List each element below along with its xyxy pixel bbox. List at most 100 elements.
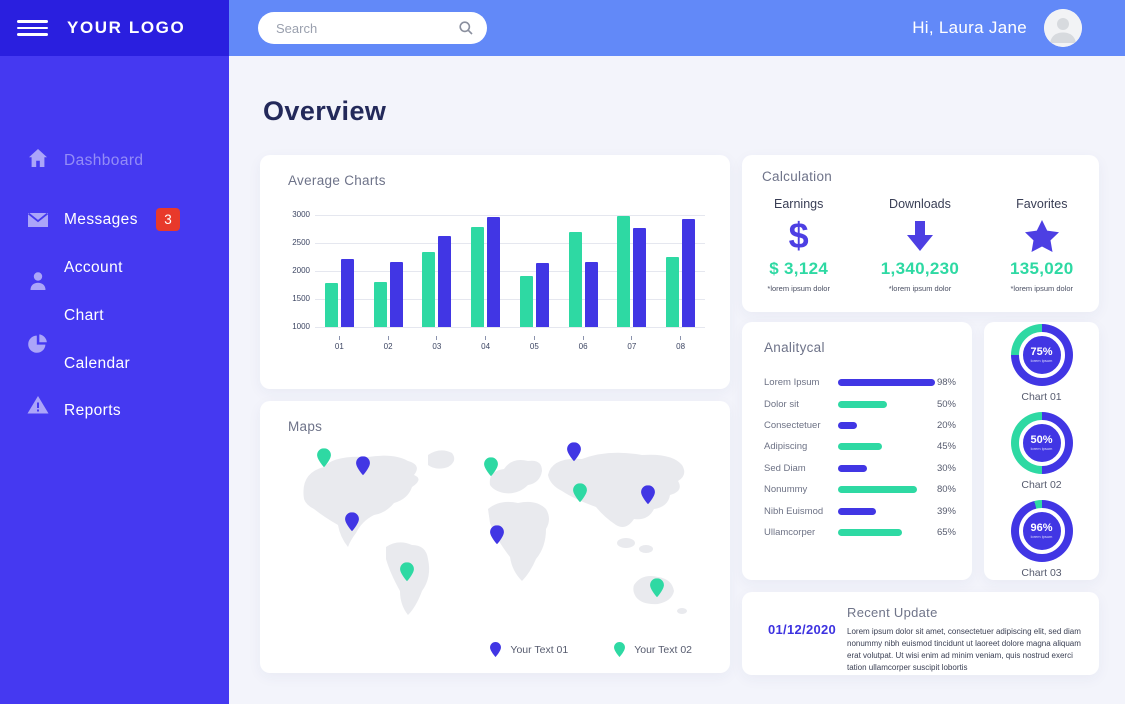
warning-icon[interactable] bbox=[26, 393, 50, 417]
sidebar-item-account[interactable]: Account bbox=[64, 259, 123, 276]
map-pin-blue[interactable] bbox=[344, 512, 359, 532]
map-pin-blue[interactable] bbox=[641, 485, 655, 505]
x-axis-tick bbox=[631, 336, 633, 340]
bar-series-02[interactable] bbox=[389, 261, 403, 327]
pie-chart-icon[interactable] bbox=[26, 331, 50, 355]
donut-charts-card: 75% lorem ipsum Chart 01 50% lorem ipsum Char… bbox=[984, 322, 1099, 580]
analit-value: 65% bbox=[936, 526, 956, 538]
bar-group: 05 bbox=[519, 215, 549, 355]
metric-downloads: Downloads 1,340,230 *lorem ipsum dolor bbox=[880, 197, 960, 293]
gridline bbox=[315, 271, 705, 272]
sidebar-item-dashboard[interactable]: Dashboard bbox=[64, 152, 144, 169]
map-pin-green[interactable] bbox=[572, 483, 587, 503]
bar-series-02[interactable] bbox=[584, 261, 598, 327]
app-logo: YOUR LOGO bbox=[67, 18, 186, 37]
analit-bar[interactable] bbox=[837, 528, 903, 536]
map-pin-green[interactable] bbox=[399, 562, 414, 582]
bar-series-01[interactable] bbox=[373, 281, 387, 327]
hamburger-menu-icon[interactable] bbox=[17, 16, 48, 40]
legend-item-1: Your Text 01 bbox=[490, 642, 568, 657]
x-axis-tick-label: 01 bbox=[334, 342, 344, 351]
x-axis-tick bbox=[338, 336, 340, 340]
bar-series-01[interactable] bbox=[422, 252, 436, 327]
analitycal-title: Analitycal bbox=[764, 340, 825, 355]
calculation-title: Calculation bbox=[762, 169, 833, 184]
analit-bar[interactable] bbox=[837, 464, 868, 472]
green-pin-icon bbox=[614, 642, 626, 657]
recent-update-title: Recent Update bbox=[847, 605, 938, 620]
y-axis-tick-label: 1000 bbox=[292, 322, 310, 331]
analit-row: Nonummy 80% bbox=[764, 479, 956, 500]
analit-bar[interactable] bbox=[837, 507, 877, 515]
donut-subtext: lorem ipsum bbox=[1030, 358, 1053, 363]
legend-item-2: Your Text 02 bbox=[614, 642, 692, 657]
donut-label: Chart 02 bbox=[1021, 478, 1062, 491]
bar-chart: 01 02 03 04 05 06 07 08 3000 2500 2000 1500 1000 bbox=[292, 210, 705, 355]
donut-chart[interactable]: 75% lorem ipsum Chart 01 bbox=[1010, 323, 1073, 403]
bar-series-01[interactable] bbox=[568, 231, 582, 327]
gridline bbox=[315, 215, 705, 216]
analit-row: Nibh Euismod 39% bbox=[764, 500, 956, 521]
map-pin-blue[interactable] bbox=[567, 442, 582, 462]
world-map bbox=[290, 442, 700, 622]
map-pin-blue[interactable] bbox=[490, 525, 504, 545]
x-axis-tick-label: 04 bbox=[481, 342, 491, 351]
home-icon[interactable] bbox=[26, 146, 50, 170]
metric-earnings: Earnings $ $ 3,124 *lorem ipsum dolor bbox=[767, 197, 830, 293]
bar-group: 06 bbox=[568, 215, 598, 355]
bar-group: 01 bbox=[324, 215, 354, 355]
map-pin-green[interactable] bbox=[483, 457, 498, 477]
dollar-icon: $ bbox=[788, 215, 809, 256]
search-input[interactable] bbox=[258, 12, 487, 44]
analit-bar[interactable] bbox=[837, 421, 858, 429]
bar-series-02[interactable] bbox=[340, 258, 354, 327]
sidebar-item-messages[interactable]: Messages bbox=[64, 211, 138, 228]
bar-group: 04 bbox=[471, 215, 501, 355]
map-pin-green[interactable] bbox=[650, 578, 664, 598]
bar-series-02[interactable] bbox=[682, 218, 696, 327]
analit-row: Consectetuer 20% bbox=[764, 415, 956, 436]
donut-ring: 96% lorem ipsum bbox=[1010, 499, 1073, 562]
bar-series-01[interactable] bbox=[471, 227, 485, 327]
analit-bar[interactable] bbox=[837, 486, 918, 494]
analit-bar[interactable] bbox=[837, 443, 883, 451]
sidebar-item-calendar[interactable]: Calendar bbox=[64, 355, 131, 372]
recent-update-body: Lorem ipsum dolor sit amet, consectetuer… bbox=[847, 627, 1081, 672]
analit-value: 30% bbox=[936, 462, 956, 474]
analit-bar[interactable] bbox=[837, 379, 935, 387]
bar-group: 02 bbox=[373, 215, 403, 355]
bar-series-01[interactable] bbox=[617, 215, 631, 327]
analit-bar[interactable] bbox=[837, 400, 888, 408]
avatar[interactable] bbox=[1044, 9, 1082, 47]
x-axis-tick bbox=[387, 336, 389, 340]
map-pin-green[interactable] bbox=[317, 448, 331, 468]
bar-series-02[interactable] bbox=[487, 217, 501, 327]
x-axis-tick bbox=[582, 336, 584, 340]
bar-group: 07 bbox=[617, 215, 647, 355]
analit-row: Sed Diam 30% bbox=[764, 458, 956, 479]
bar-series-01[interactable] bbox=[324, 283, 338, 327]
x-axis-tick-label: 07 bbox=[627, 342, 637, 351]
bar-series-01[interactable] bbox=[666, 257, 680, 327]
analit-row: Adipiscing 45% bbox=[764, 436, 956, 457]
bar-series-02[interactable] bbox=[633, 227, 647, 327]
metric-favorites: Favorites 135,020 *lorem ipsum dolor bbox=[1009, 197, 1074, 293]
analit-value: 39% bbox=[936, 505, 956, 517]
map-pin-blue[interactable] bbox=[356, 456, 370, 476]
search-icon[interactable] bbox=[458, 20, 474, 36]
donut-chart[interactable]: 50% lorem ipsum Chart 02 bbox=[1010, 411, 1073, 491]
analit-label: Sed Diam bbox=[764, 462, 806, 474]
person-icon[interactable] bbox=[26, 269, 50, 293]
gridline bbox=[315, 299, 705, 300]
envelope-icon[interactable] bbox=[26, 208, 50, 232]
bar-series-02[interactable] bbox=[535, 263, 549, 327]
bar-series-01[interactable] bbox=[519, 275, 533, 327]
star-icon bbox=[1010, 215, 1074, 257]
bar-series-02[interactable] bbox=[438, 236, 452, 327]
sidebar-item-chart[interactable]: Chart bbox=[64, 307, 104, 324]
x-axis-tick-label: 02 bbox=[383, 342, 393, 351]
world-map-shapes bbox=[303, 450, 687, 615]
donut-chart[interactable]: 96% lorem ipsum Chart 03 bbox=[1010, 499, 1073, 579]
page-title: Overview bbox=[263, 96, 387, 126]
sidebar-item-reports[interactable]: Reports bbox=[64, 402, 122, 419]
